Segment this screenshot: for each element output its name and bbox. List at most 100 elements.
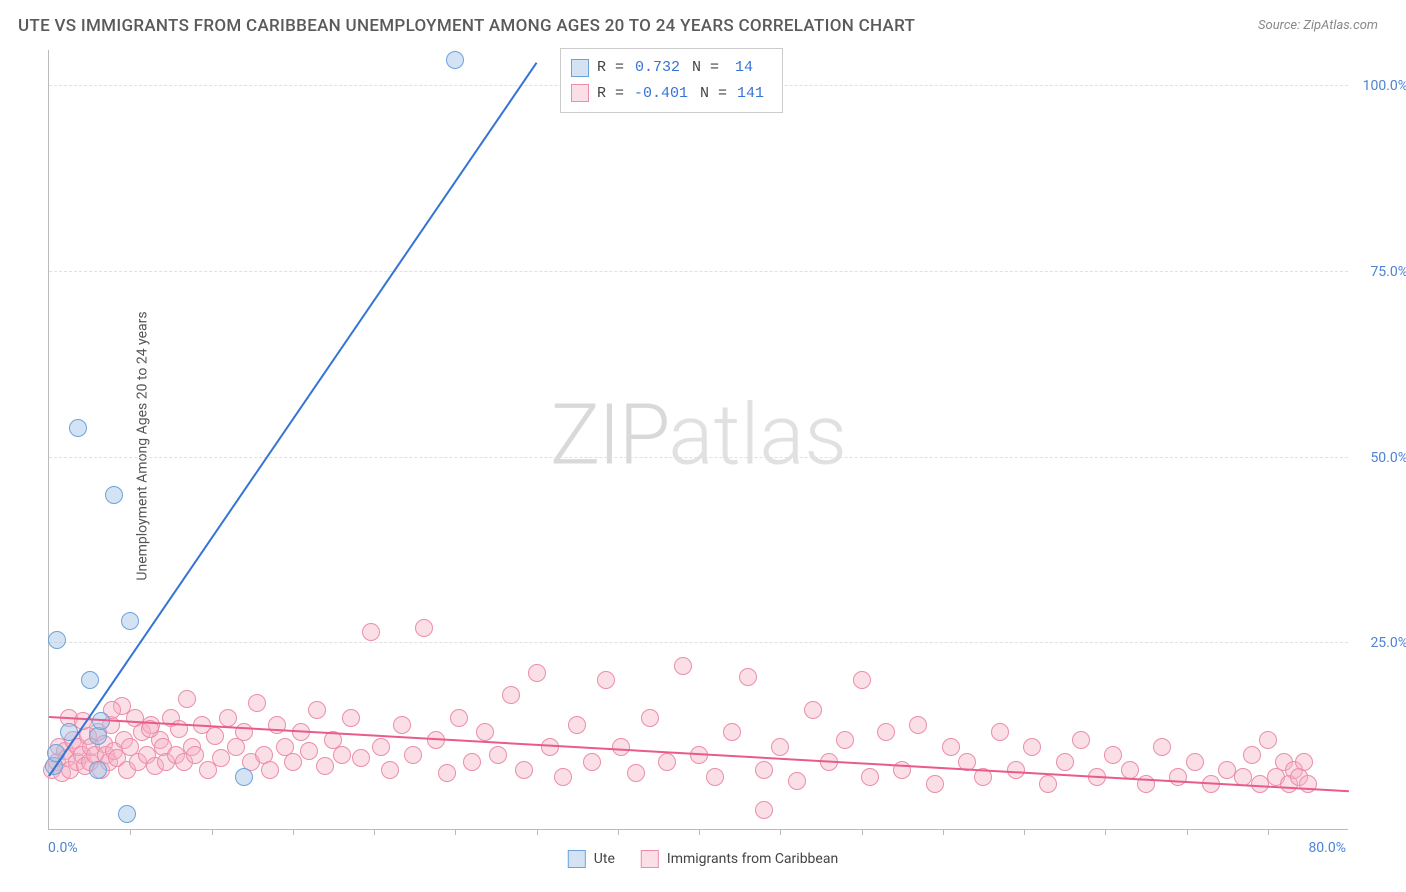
data-point-caribbean bbox=[404, 746, 422, 764]
legend-caribbean-n: 141 bbox=[735, 81, 768, 107]
x-minor-tick bbox=[293, 829, 294, 835]
x-minor-tick bbox=[1187, 829, 1188, 835]
legend-swatch-caribbean bbox=[571, 84, 589, 102]
watermark-zip: ZIP bbox=[550, 385, 668, 484]
data-point-caribbean bbox=[674, 657, 692, 675]
data-point-caribbean bbox=[463, 753, 481, 771]
data-point-caribbean bbox=[515, 761, 533, 779]
data-point-caribbean bbox=[755, 761, 773, 779]
data-point-caribbean bbox=[554, 768, 572, 786]
data-point-caribbean bbox=[627, 764, 645, 782]
x-minor-tick bbox=[537, 829, 538, 835]
data-point-caribbean bbox=[415, 619, 433, 637]
data-point-caribbean bbox=[308, 701, 326, 719]
swatch-caribbean bbox=[641, 850, 659, 868]
data-point-caribbean bbox=[755, 801, 773, 819]
data-point-caribbean bbox=[658, 753, 676, 771]
x-minor-tick bbox=[374, 829, 375, 835]
data-point-caribbean bbox=[942, 738, 960, 756]
data-point-caribbean bbox=[489, 746, 507, 764]
data-point-caribbean bbox=[739, 668, 757, 686]
watermark-atlas: atlas bbox=[668, 385, 847, 484]
data-point-ute bbox=[105, 486, 123, 504]
data-point-caribbean bbox=[861, 768, 879, 786]
data-point-caribbean bbox=[284, 753, 302, 771]
x-minor-tick bbox=[618, 829, 619, 835]
legend-row-caribbean: R = -0.401 N = 141 bbox=[571, 81, 768, 107]
data-point-caribbean bbox=[1039, 775, 1057, 793]
gridline bbox=[49, 271, 1348, 272]
x-axis-min-label: 0.0% bbox=[48, 840, 78, 856]
correlation-legend: R = 0.732 N = 14 R = -0.401 N = 141 bbox=[560, 48, 783, 113]
data-point-caribbean bbox=[1056, 753, 1074, 771]
watermark: ZIPatlas bbox=[550, 385, 847, 484]
legend-r-label: R = bbox=[597, 81, 624, 107]
data-point-ute bbox=[121, 612, 139, 630]
data-point-caribbean bbox=[1007, 761, 1025, 779]
data-point-caribbean bbox=[836, 731, 854, 749]
legend-ute-r: 0.732 bbox=[632, 55, 684, 81]
data-point-ute bbox=[69, 419, 87, 437]
data-point-caribbean bbox=[372, 738, 390, 756]
data-point-ute bbox=[235, 768, 253, 786]
data-point-caribbean bbox=[393, 716, 411, 734]
legend-row-ute: R = 0.732 N = 14 bbox=[571, 55, 768, 81]
data-point-ute bbox=[48, 631, 66, 649]
series-legend-ute: Ute bbox=[568, 850, 615, 868]
legend-r-label: R = bbox=[597, 55, 624, 81]
legend-ute-n: 14 bbox=[727, 55, 757, 81]
data-point-caribbean bbox=[1295, 753, 1313, 771]
data-point-caribbean bbox=[333, 746, 351, 764]
data-point-caribbean bbox=[541, 738, 559, 756]
series-ute-label: Ute bbox=[594, 851, 615, 867]
x-minor-tick bbox=[943, 829, 944, 835]
data-point-caribbean bbox=[597, 671, 615, 689]
data-point-caribbean bbox=[528, 664, 546, 682]
data-point-caribbean bbox=[450, 709, 468, 727]
legend-caribbean-r: -0.401 bbox=[632, 81, 692, 107]
data-point-ute bbox=[118, 805, 136, 823]
x-minor-tick bbox=[699, 829, 700, 835]
data-point-caribbean bbox=[476, 723, 494, 741]
data-point-caribbean bbox=[788, 772, 806, 790]
data-point-caribbean bbox=[178, 690, 196, 708]
x-minor-tick bbox=[1268, 829, 1269, 835]
data-point-caribbean bbox=[877, 723, 895, 741]
series-caribbean-label: Immigrants from Caribbean bbox=[667, 851, 838, 867]
gridline bbox=[49, 457, 1348, 458]
data-point-caribbean bbox=[1072, 731, 1090, 749]
data-point-caribbean bbox=[219, 709, 237, 727]
data-point-caribbean bbox=[568, 716, 586, 734]
data-point-caribbean bbox=[1259, 731, 1277, 749]
x-minor-tick bbox=[780, 829, 781, 835]
x-minor-tick bbox=[455, 829, 456, 835]
data-point-caribbean bbox=[1104, 746, 1122, 764]
data-point-caribbean bbox=[352, 749, 370, 767]
data-point-caribbean bbox=[206, 727, 224, 745]
data-point-caribbean bbox=[300, 742, 318, 760]
x-minor-tick bbox=[862, 829, 863, 835]
data-point-caribbean bbox=[248, 694, 266, 712]
series-legend: Ute Immigrants from Caribbean bbox=[568, 850, 838, 868]
chart-title: UTE VS IMMIGRANTS FROM CARIBBEAN UNEMPLO… bbox=[18, 16, 915, 36]
data-point-caribbean bbox=[1153, 738, 1171, 756]
series-legend-caribbean: Immigrants from Caribbean bbox=[641, 850, 838, 868]
data-point-caribbean bbox=[1169, 768, 1187, 786]
legend-swatch-ute bbox=[571, 59, 589, 77]
y-tick-label: 50.0% bbox=[1353, 450, 1406, 466]
data-point-caribbean bbox=[438, 764, 456, 782]
data-point-caribbean bbox=[706, 768, 724, 786]
data-point-caribbean bbox=[612, 738, 630, 756]
x-minor-tick bbox=[212, 829, 213, 835]
data-point-caribbean bbox=[853, 671, 871, 689]
data-point-caribbean bbox=[261, 761, 279, 779]
data-point-caribbean bbox=[316, 757, 334, 775]
trend-line-ute bbox=[48, 62, 537, 776]
data-point-ute bbox=[446, 51, 464, 69]
y-tick-label: 25.0% bbox=[1353, 635, 1406, 651]
swatch-ute bbox=[568, 850, 586, 868]
legend-n-label: N = bbox=[692, 55, 719, 81]
data-point-caribbean bbox=[186, 746, 204, 764]
data-point-caribbean bbox=[502, 686, 520, 704]
data-point-caribbean bbox=[771, 738, 789, 756]
